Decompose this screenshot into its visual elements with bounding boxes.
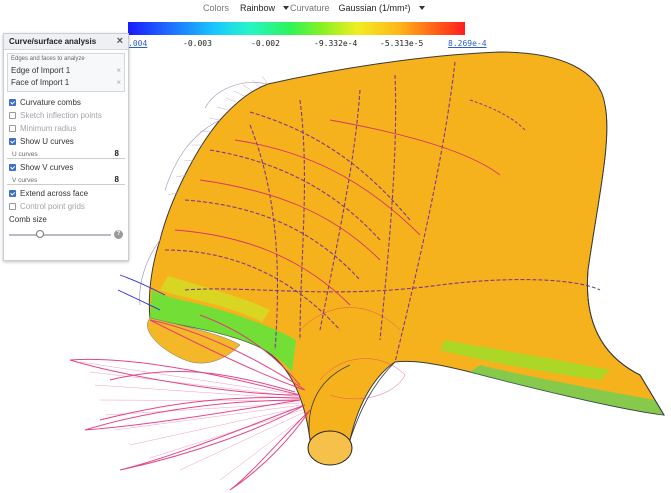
panel-header: Curve/surface analysis × <box>4 34 128 50</box>
minimum-radius-option[interactable]: Minimum radius <box>4 122 128 135</box>
show-v-curves-option[interactable]: Show V curves <box>4 161 128 174</box>
curvature-comb-petals <box>69 314 311 491</box>
colors-label: Colors <box>203 3 230 13</box>
checkbox-checked-icon[interactable] <box>9 138 16 145</box>
v-curves-label: V curves <box>12 177 38 184</box>
remove-icon[interactable]: × <box>116 77 121 87</box>
tube-end <box>307 430 353 466</box>
close-icon[interactable]: × <box>116 35 123 47</box>
comb-size-label: Comb size <box>9 215 47 224</box>
control-point-grids-option[interactable]: Control point grids <box>4 200 128 213</box>
legend-label: -9.332e-4 <box>314 39 358 48</box>
legend-label: -0.002 <box>251 39 280 48</box>
option-label: Control point grids <box>20 202 85 211</box>
help-icon[interactable]: ? <box>114 230 123 239</box>
selection-item[interactable]: Edge of Import 1 × <box>11 64 121 76</box>
option-label: Extend across face <box>20 189 89 198</box>
checkbox-unchecked-icon[interactable] <box>9 125 16 132</box>
curvature-combs-option[interactable]: Curvature combs <box>4 96 128 109</box>
colors-value: Rainbow <box>240 3 276 13</box>
slider-track[interactable] <box>9 234 111 236</box>
curvature-legend-labels: .004 -0.003 -0.002 -9.332e-4 -5.313e-5 8… <box>128 39 487 51</box>
colors-dropdown[interactable]: Colors Rainbow <box>203 3 290 13</box>
slider-handle[interactable] <box>35 230 44 238</box>
checkbox-unchecked-icon[interactable] <box>9 203 16 210</box>
curvature-value: Gaussian (1/mm²) <box>338 3 411 13</box>
option-label: Show V curves <box>20 163 74 172</box>
selection-item-label: Edge of Import 1 <box>11 65 71 75</box>
green-curvature-band <box>150 290 296 372</box>
checkbox-checked-icon[interactable] <box>9 99 16 106</box>
legend-label: -0.003 <box>183 39 212 48</box>
comb-size-row: Comb size <box>4 213 128 226</box>
chevron-down-icon <box>418 6 425 10</box>
chevron-down-icon <box>283 6 290 10</box>
legend-label: -5.313e-5 <box>380 39 424 48</box>
selection-item-label: Face of Import 1 <box>11 77 70 87</box>
edge-fringe <box>139 82 269 306</box>
checkbox-checked-icon[interactable] <box>9 164 16 171</box>
option-label: Curvature combs <box>20 98 81 107</box>
comb-size-slider[interactable]: ? <box>9 228 123 242</box>
v-curves-field[interactable]: V curves 8 <box>7 174 125 185</box>
curve-surface-analysis-panel: Curve/surface analysis × Edges and faces… <box>3 33 129 261</box>
comb-lines <box>174 119 501 306</box>
u-curves-label: U curves <box>12 151 38 158</box>
top-toolbar: Colors Rainbow Curvature Gaussian (1/mm²… <box>0 0 671 18</box>
option-label: Minimum radius <box>20 124 77 133</box>
legend-min-label[interactable]: .004 <box>128 39 148 48</box>
option-label: Show U curves <box>20 137 74 146</box>
v-curves-value[interactable]: 8 <box>114 175 119 184</box>
selection-title: Edges and faces to analyze <box>11 56 85 62</box>
selection-field[interactable]: Edges and faces to analyze Edge of Impor… <box>7 53 125 92</box>
checkbox-unchecked-icon[interactable] <box>9 112 16 119</box>
legend-max-label[interactable]: 8.269e-4 <box>448 39 487 48</box>
extend-across-face-option[interactable]: Extend across face <box>4 187 128 200</box>
u-curves-field[interactable]: U curves 8 <box>7 148 125 159</box>
panel-title: Curve/surface analysis <box>9 37 97 46</box>
uv-curves <box>164 61 601 363</box>
curvature-legend-bar <box>128 22 465 35</box>
option-label: Sketch inflection points <box>20 111 102 120</box>
curvature-label: Curvature <box>290 3 330 13</box>
u-curves-value[interactable]: 8 <box>114 149 119 158</box>
checkbox-checked-icon[interactable] <box>9 190 16 197</box>
remove-icon[interactable]: × <box>116 65 121 75</box>
sketch-inflection-option[interactable]: Sketch inflection points <box>4 109 128 122</box>
show-u-curves-option[interactable]: Show U curves <box>4 135 128 148</box>
selection-item[interactable]: Face of Import 1 × <box>11 76 121 88</box>
curvature-dropdown[interactable]: Curvature Gaussian (1/mm²) <box>290 3 425 13</box>
